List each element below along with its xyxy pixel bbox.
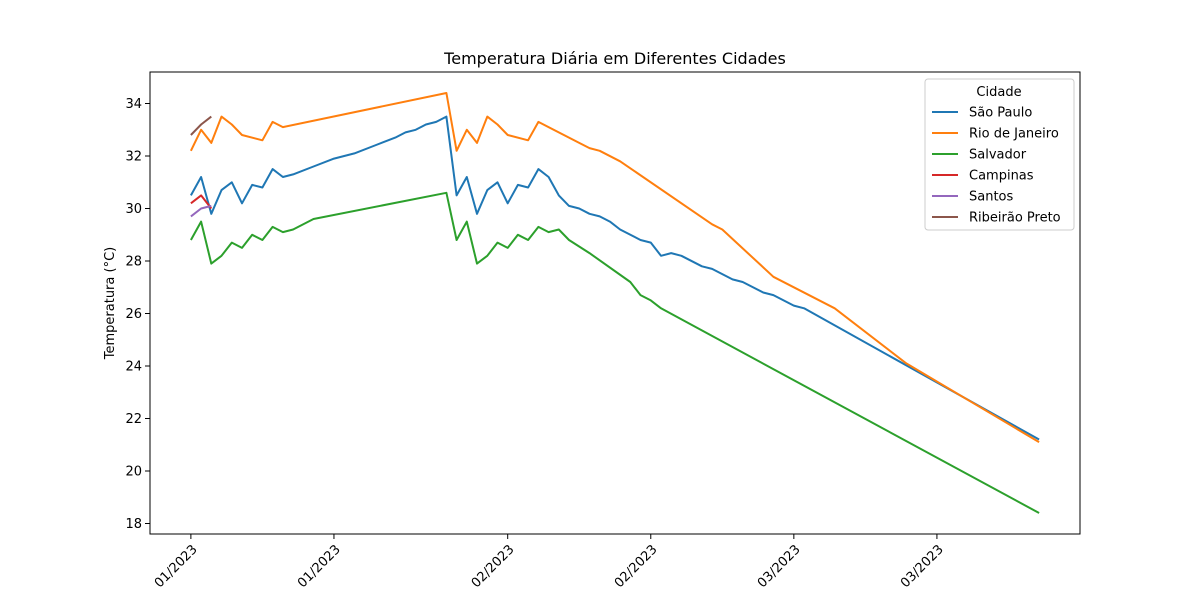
x-tick-label: 03/2023	[755, 542, 804, 591]
y-tick-label: 28	[125, 255, 142, 270]
x-tick-label: 01/2023	[295, 542, 344, 591]
x-tick-label: 01/2023	[152, 542, 201, 591]
series-line-5	[190, 115, 212, 136]
legend-label: Campinas	[969, 169, 1034, 184]
legend-box	[924, 78, 1075, 231]
y-tick-label: 20	[125, 465, 142, 480]
y-tick-label: 30	[125, 202, 142, 217]
legend-label: Ribeirão Preto	[969, 211, 1061, 226]
legend-label: Salvador	[969, 148, 1027, 163]
y-tick-label: 24	[125, 360, 142, 375]
x-tick-label: 03/2023	[898, 542, 947, 591]
series-line-2	[190, 191, 1040, 514]
chart-title: Temperatura Diária em Diferentes Cidades	[443, 49, 786, 68]
y-tick-label: 26	[125, 307, 142, 322]
y-axis-label: Temperatura (°C)	[103, 247, 118, 360]
y-tick-label: 32	[125, 150, 142, 165]
legend-label: Rio de Janeiro	[969, 127, 1059, 142]
series-line-1	[190, 92, 1040, 443]
y-axis-ticks: 18 20 22 24 26 28 30 32 34	[125, 97, 150, 532]
x-tick-label: 02/2023	[612, 542, 661, 591]
axes-frame	[149, 71, 1081, 535]
legend: Cidade São Paulo Rio de Janeiro Salvador Ca…	[924, 78, 1075, 231]
series-line-0	[190, 115, 1040, 441]
plot-lines	[190, 92, 1040, 514]
legend-label: São Paulo	[969, 106, 1032, 121]
legend-label: Santos	[969, 190, 1014, 205]
x-axis-ticks: 01/2023 01/2023 02/2023 02/2023 03/2023 03/20…	[152, 534, 947, 591]
series-line-4	[190, 204, 212, 218]
y-tick-label: 22	[125, 412, 142, 427]
series-line-3	[190, 194, 213, 210]
y-tick-label: 34	[125, 97, 142, 112]
y-tick-label: 18	[125, 517, 142, 532]
legend-items: São Paulo Rio de Janeiro Salvador Campinas S…	[932, 106, 1061, 226]
x-tick-label: 02/2023	[469, 542, 518, 591]
legend-title: Cidade	[976, 85, 1021, 100]
